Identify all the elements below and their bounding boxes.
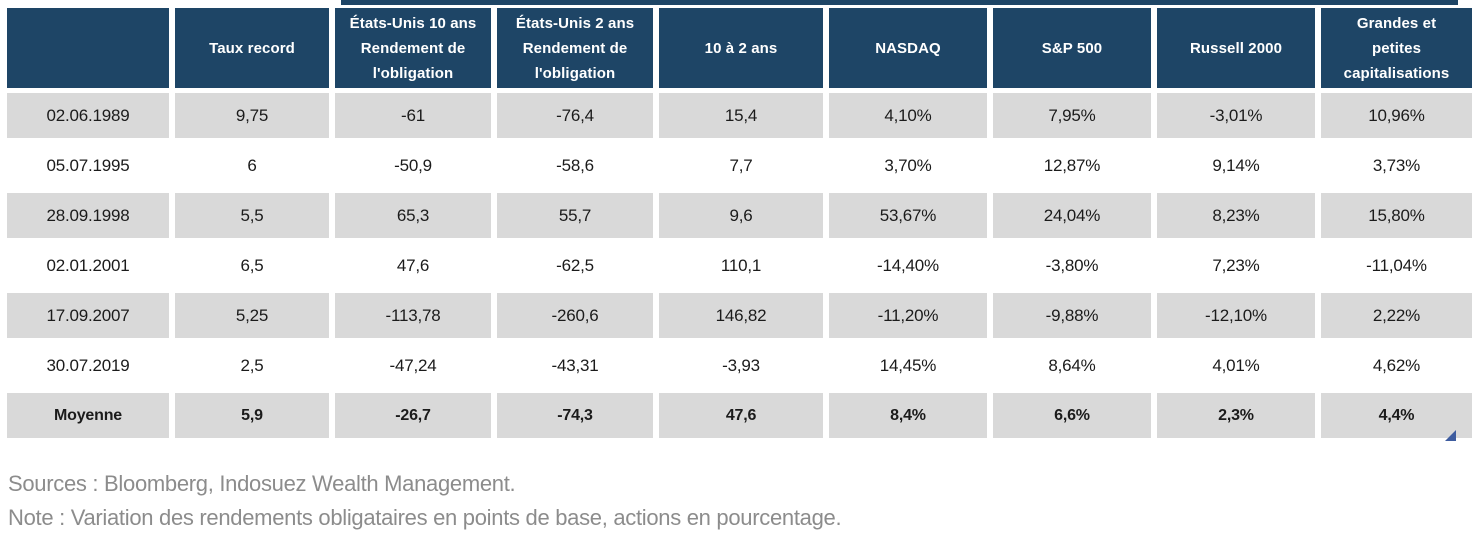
value-cell: 55,7 bbox=[497, 193, 653, 238]
average-value-cell: 5,9 bbox=[175, 393, 329, 438]
value-cell: 15,4 bbox=[659, 93, 823, 138]
value-cell: 4,10% bbox=[829, 93, 987, 138]
value-cell: 9,6 bbox=[659, 193, 823, 238]
value-cell: 110,1 bbox=[659, 243, 823, 288]
column-header: États-Unis 10 ans Rendement de l'obligat… bbox=[335, 8, 491, 88]
value-cell: -62,5 bbox=[497, 243, 653, 288]
value-cell: -50,9 bbox=[335, 143, 491, 188]
table-row: 02.01.2001 6,5 47,6 -62,5 110,1 -14,40% -3,80%… bbox=[7, 243, 1472, 288]
value-cell: 15,80% bbox=[1321, 193, 1472, 238]
value-cell: 8,23% bbox=[1157, 193, 1315, 238]
methodology-note: Note : Variation des rendements obligata… bbox=[8, 505, 842, 530]
value-cell: 5,25 bbox=[175, 293, 329, 338]
value-cell: -113,78 bbox=[335, 293, 491, 338]
value-cell: 24,04% bbox=[993, 193, 1151, 238]
value-cell: 47,6 bbox=[335, 243, 491, 288]
value-cell: 3,73% bbox=[1321, 143, 1472, 188]
value-cell: 4,62% bbox=[1321, 343, 1472, 388]
value-cell: -9,88% bbox=[993, 293, 1151, 338]
value-cell: 7,23% bbox=[1157, 243, 1315, 288]
average-value-cell: 47,6 bbox=[659, 393, 823, 438]
value-cell: -76,4 bbox=[497, 93, 653, 138]
table-row: 17.09.2007 5,25 -113,78 -260,6 146,82 -11,20%… bbox=[7, 293, 1472, 338]
corner-marker-icon bbox=[1445, 430, 1456, 441]
average-value-cell: -26,7 bbox=[335, 393, 491, 438]
table-row: 28.09.1998 5,5 65,3 55,7 9,6 53,67% 24,04% 8,23… bbox=[7, 193, 1472, 238]
sources-note: Sources : Bloomberg, Indosuez Wealth Man… bbox=[8, 471, 516, 496]
value-cell: 7,7 bbox=[659, 143, 823, 188]
value-cell: -3,93 bbox=[659, 343, 823, 388]
value-cell: -14,40% bbox=[829, 243, 987, 288]
value-cell: 146,82 bbox=[659, 293, 823, 338]
value-cell: -47,24 bbox=[335, 343, 491, 388]
value-cell: 6 bbox=[175, 143, 329, 188]
value-cell: 53,67% bbox=[829, 193, 987, 238]
value-cell: -43,31 bbox=[497, 343, 653, 388]
average-value-cell: 2,3% bbox=[1157, 393, 1315, 438]
value-cell: 5,5 bbox=[175, 193, 329, 238]
rates-table-container: Taux record États-Unis 10 ans Rendement d… bbox=[1, 3, 1478, 443]
value-cell: -260,6 bbox=[497, 293, 653, 338]
corner-header bbox=[7, 8, 169, 88]
rates-table: Taux record États-Unis 10 ans Rendement d… bbox=[1, 3, 1478, 443]
table-row: 30.07.2019 2,5 -47,24 -43,31 -3,93 14,45% 8,64… bbox=[7, 343, 1472, 388]
value-cell: -3,01% bbox=[1157, 93, 1315, 138]
column-header: États-Unis 2 ans Rendement de l'obligati… bbox=[497, 8, 653, 88]
date-cell: 02.06.1989 bbox=[7, 93, 169, 138]
value-cell: -3,80% bbox=[993, 243, 1151, 288]
average-value-cell: 8,4% bbox=[829, 393, 987, 438]
value-cell: 14,45% bbox=[829, 343, 987, 388]
value-cell: -11,04% bbox=[1321, 243, 1472, 288]
average-label: Moyenne bbox=[7, 393, 169, 438]
value-cell: -12,10% bbox=[1157, 293, 1315, 338]
value-cell: 8,64% bbox=[993, 343, 1151, 388]
value-cell: 9,75 bbox=[175, 93, 329, 138]
value-cell: -58,6 bbox=[497, 143, 653, 188]
value-cell: 65,3 bbox=[335, 193, 491, 238]
date-cell: 05.07.1995 bbox=[7, 143, 169, 188]
table-row: 02.06.1989 9,75 -61 -76,4 15,4 4,10% 7,95% -3,0… bbox=[7, 93, 1472, 138]
average-row: Moyenne 5,9 -26,7 -74,3 47,6 8,4% 6,6% 2,3% 4,4% bbox=[7, 393, 1472, 438]
average-value-cell: -74,3 bbox=[497, 393, 653, 438]
column-header: 10 à 2 ans bbox=[659, 8, 823, 88]
value-cell: 2,22% bbox=[1321, 293, 1472, 338]
value-cell: 2,5 bbox=[175, 343, 329, 388]
value-cell: 9,14% bbox=[1157, 143, 1315, 188]
date-cell: 02.01.2001 bbox=[7, 243, 169, 288]
value-cell: 4,01% bbox=[1157, 343, 1315, 388]
top-accent-bar bbox=[341, 0, 1458, 5]
column-header: Russell 2000 bbox=[1157, 8, 1315, 88]
value-cell: 12,87% bbox=[993, 143, 1151, 188]
date-cell: 28.09.1998 bbox=[7, 193, 169, 238]
table-row: 05.07.1995 6 -50,9 -58,6 7,7 3,70% 12,87% 9,14%… bbox=[7, 143, 1472, 188]
column-header: Taux record bbox=[175, 8, 329, 88]
value-cell: 10,96% bbox=[1321, 93, 1472, 138]
value-cell: -61 bbox=[335, 93, 491, 138]
column-header: Grandes et petites capitalisations bbox=[1321, 8, 1472, 88]
date-cell: 30.07.2019 bbox=[7, 343, 169, 388]
table-footnotes: Sources : Bloomberg, Indosuez Wealth Man… bbox=[8, 467, 842, 535]
average-value-cell: 6,6% bbox=[993, 393, 1151, 438]
date-cell: 17.09.2007 bbox=[7, 293, 169, 338]
column-header: NASDAQ bbox=[829, 8, 987, 88]
column-header: S&P 500 bbox=[993, 8, 1151, 88]
value-cell: -11,20% bbox=[829, 293, 987, 338]
value-cell: 7,95% bbox=[993, 93, 1151, 138]
value-cell: 6,5 bbox=[175, 243, 329, 288]
header-row: Taux record États-Unis 10 ans Rendement d… bbox=[7, 8, 1472, 88]
value-cell: 3,70% bbox=[829, 143, 987, 188]
